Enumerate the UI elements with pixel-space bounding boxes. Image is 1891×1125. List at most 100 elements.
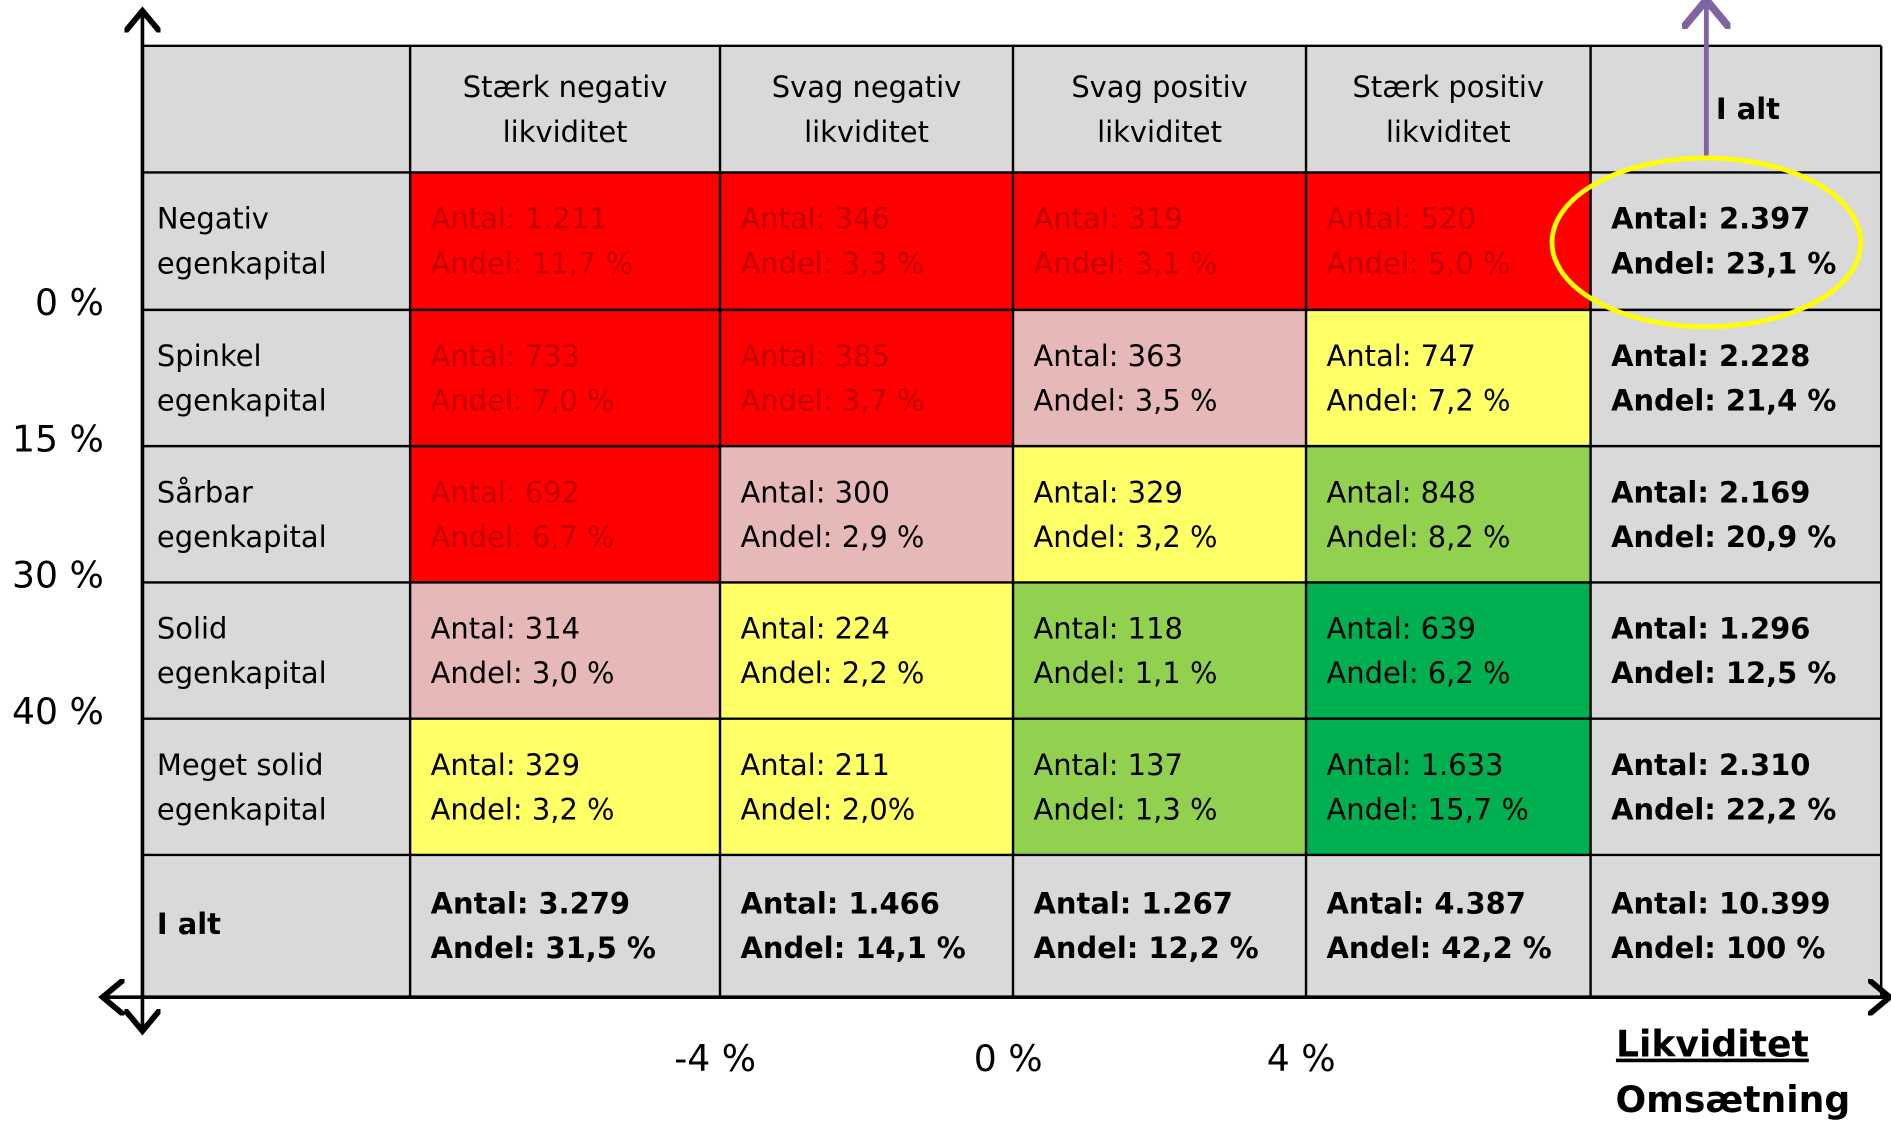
cell-text: Andel: 11,7 % xyxy=(431,246,633,280)
cell-text: Antal: 1.296 xyxy=(1611,612,1810,646)
cell xyxy=(1013,172,1307,310)
cell xyxy=(720,718,1014,855)
cell-text: Andel: 12,5 % xyxy=(1611,656,1836,690)
cell-text: Antal: 733 xyxy=(431,339,580,373)
cell-text: Antal: 1.466 xyxy=(741,887,940,921)
cell-text: Andel: 1,1 % xyxy=(1034,656,1218,690)
cell-text: Antal: 2.397 xyxy=(1611,202,1810,236)
cell-text: Andel: 8,2 % xyxy=(1327,520,1511,554)
cell xyxy=(720,172,1014,310)
y-axis-label: 0 % xyxy=(35,281,104,324)
cell-text: Antal: 520 xyxy=(1327,202,1476,236)
cell-text: Antal: 4.387 xyxy=(1327,887,1526,921)
y-axis-label: 40 % xyxy=(12,690,104,733)
row-label: Meget solid xyxy=(157,748,324,782)
cell xyxy=(1590,309,1882,447)
column-header: likviditet xyxy=(503,115,628,149)
cell-text: Antal: 3.279 xyxy=(431,887,630,921)
cell-text: Andel: 7,0 % xyxy=(431,384,615,418)
cell xyxy=(1590,446,1882,583)
cell-text: Andel: 31,5 % xyxy=(431,931,656,965)
row-label: I alt xyxy=(157,907,221,941)
column-header: I alt xyxy=(1716,92,1780,126)
row-label-cell xyxy=(142,718,411,855)
cell-text: Andel: 42,2 % xyxy=(1327,931,1552,965)
cell-text: Antal: 2.228 xyxy=(1611,339,1810,373)
cell-text: Antal: 300 xyxy=(741,475,890,509)
row-label: Solid xyxy=(157,612,227,646)
cell xyxy=(1013,582,1307,719)
cell-text: Antal: 224 xyxy=(741,612,890,646)
cell xyxy=(410,446,721,583)
cell-text: Antal: 1.211 xyxy=(431,202,608,236)
cell-text: Antal: 319 xyxy=(1034,202,1183,236)
cell xyxy=(410,854,721,998)
cell xyxy=(1013,309,1307,447)
cell-text: Andel: 2,0% xyxy=(741,792,916,826)
cell-text: Andel: 21,4 % xyxy=(1611,384,1836,418)
cell-text: Antal: 329 xyxy=(1034,475,1183,509)
cell xyxy=(1306,446,1591,583)
cell xyxy=(1013,718,1307,855)
cell-text: Antal: 329 xyxy=(431,748,580,782)
cell-text: Andel: 1,3 % xyxy=(1034,792,1218,826)
cell-text: Andel: 12,2 % xyxy=(1034,931,1259,965)
row-label: egenkapital xyxy=(157,384,327,418)
cell-text: Andel: 100 % xyxy=(1611,931,1825,965)
cell-text: Antal: 639 xyxy=(1327,612,1476,646)
cell-text: Antal: 314 xyxy=(431,612,580,646)
column-header: Svag positiv xyxy=(1071,70,1247,104)
x-axis-label: -4 % xyxy=(674,1037,756,1080)
cell-text: Andel: 20,9 % xyxy=(1611,520,1836,554)
cell-text: Andel: 6,7 % xyxy=(431,520,615,554)
cell-text: Antal: 211 xyxy=(741,748,890,782)
cell-text: Andel: 3,2 % xyxy=(431,792,615,826)
row-label-cell xyxy=(142,446,411,583)
cell xyxy=(1013,854,1307,998)
cell-text: Andel: 15,7 % xyxy=(1327,792,1529,826)
cell-text: Antal: 2.169 xyxy=(1611,475,1810,509)
row-label: egenkapital xyxy=(157,246,327,280)
cell xyxy=(720,446,1014,583)
cell-text: Antal: 346 xyxy=(741,202,890,236)
cell-text: Andel: 2,2 % xyxy=(741,656,925,690)
row-label: egenkapital xyxy=(157,656,327,690)
row-label-cell xyxy=(142,854,411,998)
cell-text: Antal: 1.633 xyxy=(1327,748,1504,782)
column-header: Svag negativ xyxy=(772,70,961,104)
row-label: egenkapital xyxy=(157,520,327,554)
row-label-cell xyxy=(142,309,411,447)
cell xyxy=(720,309,1014,447)
cell xyxy=(1306,582,1591,719)
cell xyxy=(1590,582,1882,719)
y-axis-label: 30 % xyxy=(12,554,104,597)
cell-text: Antal: 747 xyxy=(1327,339,1476,373)
cell xyxy=(410,582,721,719)
cell xyxy=(410,718,721,855)
cell-text: Andel: 3,0 % xyxy=(431,656,615,690)
cell-text: Andel: 3,3 % xyxy=(741,246,925,280)
cell-text: Antal: 137 xyxy=(1034,748,1183,782)
row-label: Spinkel xyxy=(157,339,262,373)
cell-text: Antal: 385 xyxy=(741,339,890,373)
cell-text: Andel: 3,2 % xyxy=(1034,520,1218,554)
x-axis-label: 4 % xyxy=(1267,1037,1336,1080)
cell-text: Andel: 3,7 % xyxy=(741,384,925,418)
row-label-cell xyxy=(142,172,411,310)
x-axis-subtitle: Omsætning xyxy=(1615,1078,1850,1121)
y-axis-label: 15 % xyxy=(12,417,104,460)
row-label: Sårbar xyxy=(157,475,253,509)
cell xyxy=(1590,718,1882,855)
cell-text: Andel: 6,2 % xyxy=(1327,656,1511,690)
cell-text: Andel: 3,5 % xyxy=(1034,384,1218,418)
row-label-cell xyxy=(142,582,411,719)
cell xyxy=(410,309,721,447)
row-label: Negativ xyxy=(157,202,269,236)
cell-text: Andel: 7,2 % xyxy=(1327,384,1511,418)
cell xyxy=(720,582,1014,719)
cell xyxy=(1306,718,1591,855)
cell xyxy=(1013,446,1307,583)
cell-text: Antal: 363 xyxy=(1034,339,1183,373)
